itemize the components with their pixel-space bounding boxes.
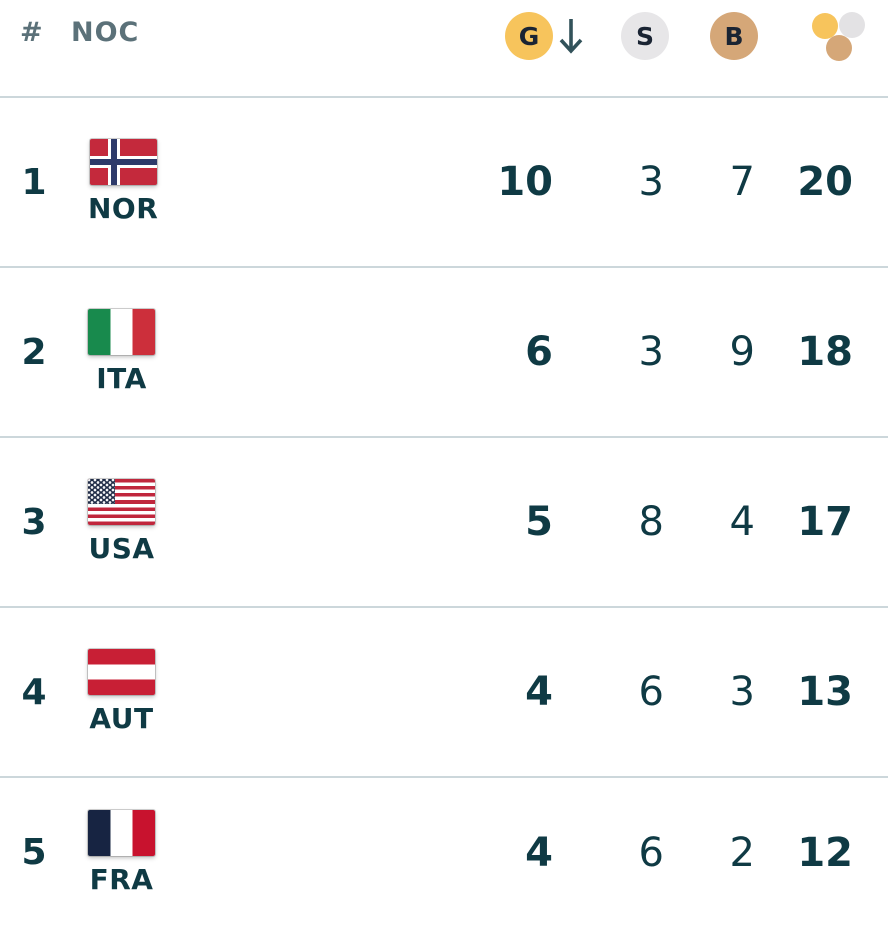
bronze-medal-icon[interactable]: B: [710, 12, 758, 60]
noc-code: NOR: [88, 192, 159, 225]
bronze-count: 4: [729, 499, 755, 545]
bronze-count: 2: [729, 829, 755, 876]
silver-count: 6: [638, 829, 664, 876]
noc-cell: ITA: [68, 309, 420, 395]
rank-value: 5: [21, 832, 47, 873]
rank-value: 4: [21, 671, 47, 713]
table-row[interactable]: 1 NOR 10 3 7 20: [0, 98, 888, 268]
noc-cell: NOR: [68, 139, 420, 225]
sort-descending-icon: [559, 19, 583, 54]
rank-value: 1: [21, 161, 47, 203]
table-row[interactable]: 2 ITA 6 3 9 18: [0, 268, 888, 438]
silver-count: 3: [638, 329, 664, 375]
gold-count: 6: [525, 329, 553, 375]
total-bronze-dot-icon: [826, 35, 852, 61]
total-gold-dot-icon: [812, 13, 838, 39]
flag-italy-icon: [88, 309, 155, 355]
flag-norway-icon: [89, 139, 157, 185]
gold-count: 4: [525, 829, 553, 876]
bronze-column-letter: B: [724, 21, 744, 51]
bronze-count: 3: [729, 669, 755, 715]
total-medals-icon[interactable]: [812, 12, 865, 62]
silver-column-letter: S: [635, 21, 654, 51]
silver-count: 6: [638, 669, 664, 715]
table-row[interactable]: 5 FRA 4 6 2 12: [0, 778, 888, 927]
noc-cell: USA: [68, 479, 420, 565]
bronze-count: 9: [729, 329, 755, 375]
noc-code: USA: [88, 532, 155, 565]
gold-count: 5: [525, 499, 553, 545]
total-count: 13: [797, 669, 853, 715]
gold-count: 4: [525, 669, 553, 715]
total-count: 18: [797, 329, 853, 375]
rank-value: 2: [21, 331, 47, 373]
silver-count: 3: [638, 159, 664, 205]
table-header: # NOC G S B: [0, 0, 888, 98]
gold-count: 10: [497, 159, 553, 205]
column-header-rank: #: [20, 17, 44, 48]
total-count: 20: [797, 159, 853, 205]
noc-cell: FRA: [68, 809, 420, 896]
gold-medal-icon[interactable]: G: [505, 12, 553, 60]
total-count: 17: [797, 499, 853, 545]
noc-code: ITA: [96, 362, 147, 395]
flag-usa-icon: [88, 479, 155, 525]
total-silver-dot-icon: [839, 12, 865, 38]
table-row[interactable]: 4 AUT 4 6 3 13: [0, 608, 888, 778]
gold-column-letter: G: [518, 21, 540, 51]
column-header-noc: NOC: [71, 17, 140, 48]
silver-medal-icon[interactable]: S: [621, 12, 669, 60]
flag-austria-icon: [88, 649, 155, 695]
rank-value: 3: [21, 501, 47, 543]
flag-france-icon: [88, 809, 155, 856]
noc-code: FRA: [89, 862, 154, 896]
bronze-count: 7: [729, 159, 755, 205]
total-count: 12: [797, 829, 853, 876]
noc-cell: AUT: [68, 649, 420, 735]
noc-code: AUT: [89, 702, 154, 735]
silver-count: 8: [638, 499, 664, 545]
table-row[interactable]: 3 USA 5 8 4 17: [0, 438, 888, 608]
